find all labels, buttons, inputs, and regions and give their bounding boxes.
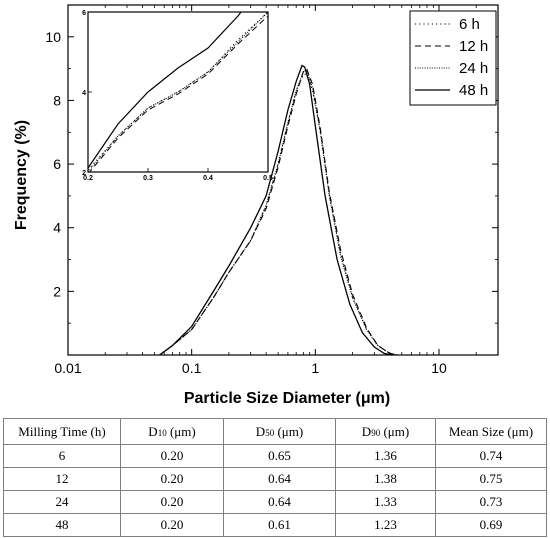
particle-size-chart: 0.01 0.1 1 10 2 4 6 8 10 0.2 0.3 0.4 0.5 2 4 6 6 h 12 h…: [13, 4, 499, 407]
inset-x-tick-label: 0.3: [143, 175, 153, 182]
plot-frame: [67, 4, 499, 356]
header-mean-size: Mean Size (μm): [435, 418, 547, 445]
inset-y-tick-label: 2: [82, 170, 86, 177]
inset-y-tick-label: 4: [82, 90, 86, 97]
inset-x-tick-label: 0.2: [83, 175, 93, 182]
series-line-24h: [159, 69, 398, 356]
table-cell: 0.20: [120, 444, 224, 468]
legend-box: [409, 10, 497, 106]
x-tick-label: 0.1: [182, 360, 202, 376]
legend-label: 6 h: [459, 16, 480, 33]
header-d10: D10 (μm): [120, 418, 224, 445]
table-cell: 0.20: [120, 490, 224, 514]
x-tick-label: 1: [311, 360, 319, 376]
table-cell: 0.74: [435, 444, 547, 468]
y-axis-title: Frequency (%): [13, 120, 30, 230]
x-axis-title: Particle Size Diameter (μm): [184, 390, 390, 407]
table-cell: 1.23: [335, 513, 436, 537]
table-cell: 1.33: [335, 490, 436, 514]
header-d90: D90 (μm): [335, 418, 436, 445]
milling-summary-table: Milling Time (h) D10 (μm) D50 (μm) D90 (…: [3, 418, 547, 537]
inset-frame: [87, 11, 269, 173]
y-tick-label: 8: [53, 92, 61, 108]
series-line-48h: [159, 64, 393, 356]
y-tick-label: 4: [53, 220, 61, 236]
table-row: 24 0.20 0.64 1.33 0.73: [3, 490, 547, 514]
table-row: 48 0.20 0.61 1.23 0.69: [3, 513, 547, 537]
y-tick-label: 6: [53, 156, 61, 172]
inset-x-tick-label: 0.5: [263, 175, 273, 182]
x-tick-label: 0.01: [54, 360, 81, 376]
table-cell: 0.75: [435, 467, 547, 491]
inset-series-line-48h: [88, 12, 242, 169]
table-cell: 12: [3, 467, 121, 491]
inset-y-tick-label: 6: [82, 10, 86, 17]
header-d50: D50 (μm): [223, 418, 336, 445]
inset-plot: 0.2 0.3 0.4 0.5 2 4 6: [82, 10, 273, 182]
y-tick-label: 10: [45, 29, 61, 45]
table-cell: 24: [3, 490, 121, 514]
table-cell: 0.64: [223, 467, 336, 491]
table-cell: 0.73: [435, 490, 547, 514]
legend-label: 24 h: [459, 60, 488, 77]
inset-x-tick-label: 0.4: [203, 175, 213, 182]
table-cell: 0.61: [223, 513, 336, 537]
header-milling-time: Milling Time (h): [3, 418, 121, 445]
main-plot: 0.01 0.1 1 10 2 4 6 8 10: [45, 4, 499, 376]
table-cell: 0.65: [223, 444, 336, 468]
table-cell: 0.69: [435, 513, 547, 537]
table-cell: 1.38: [335, 467, 436, 491]
table-cell: 0.20: [120, 467, 224, 491]
y-tick-label: 2: [53, 283, 61, 299]
table-cell: 0.20: [120, 513, 224, 537]
inset-series-line-12h: [89, 15, 268, 172]
legend-label: 48 h: [459, 82, 488, 99]
table-cell: 0.64: [223, 490, 336, 514]
legend: 6 h 12 h 24 h 48 h: [409, 10, 497, 106]
table-row: 12 0.20 0.64 1.38 0.75: [3, 467, 547, 491]
table-cell: 1.36: [335, 444, 436, 468]
table-row: 6 0.20 0.65 1.36 0.74: [3, 444, 547, 468]
table-header-row: Milling Time (h) D10 (μm) D50 (μm) D90 (…: [3, 418, 547, 445]
x-tick-label: 10: [431, 360, 447, 376]
legend-label: 12 h: [459, 38, 488, 55]
table-cell: 48: [3, 513, 121, 537]
inset-series: [88, 12, 268, 172]
table-cell: 6: [3, 444, 121, 468]
